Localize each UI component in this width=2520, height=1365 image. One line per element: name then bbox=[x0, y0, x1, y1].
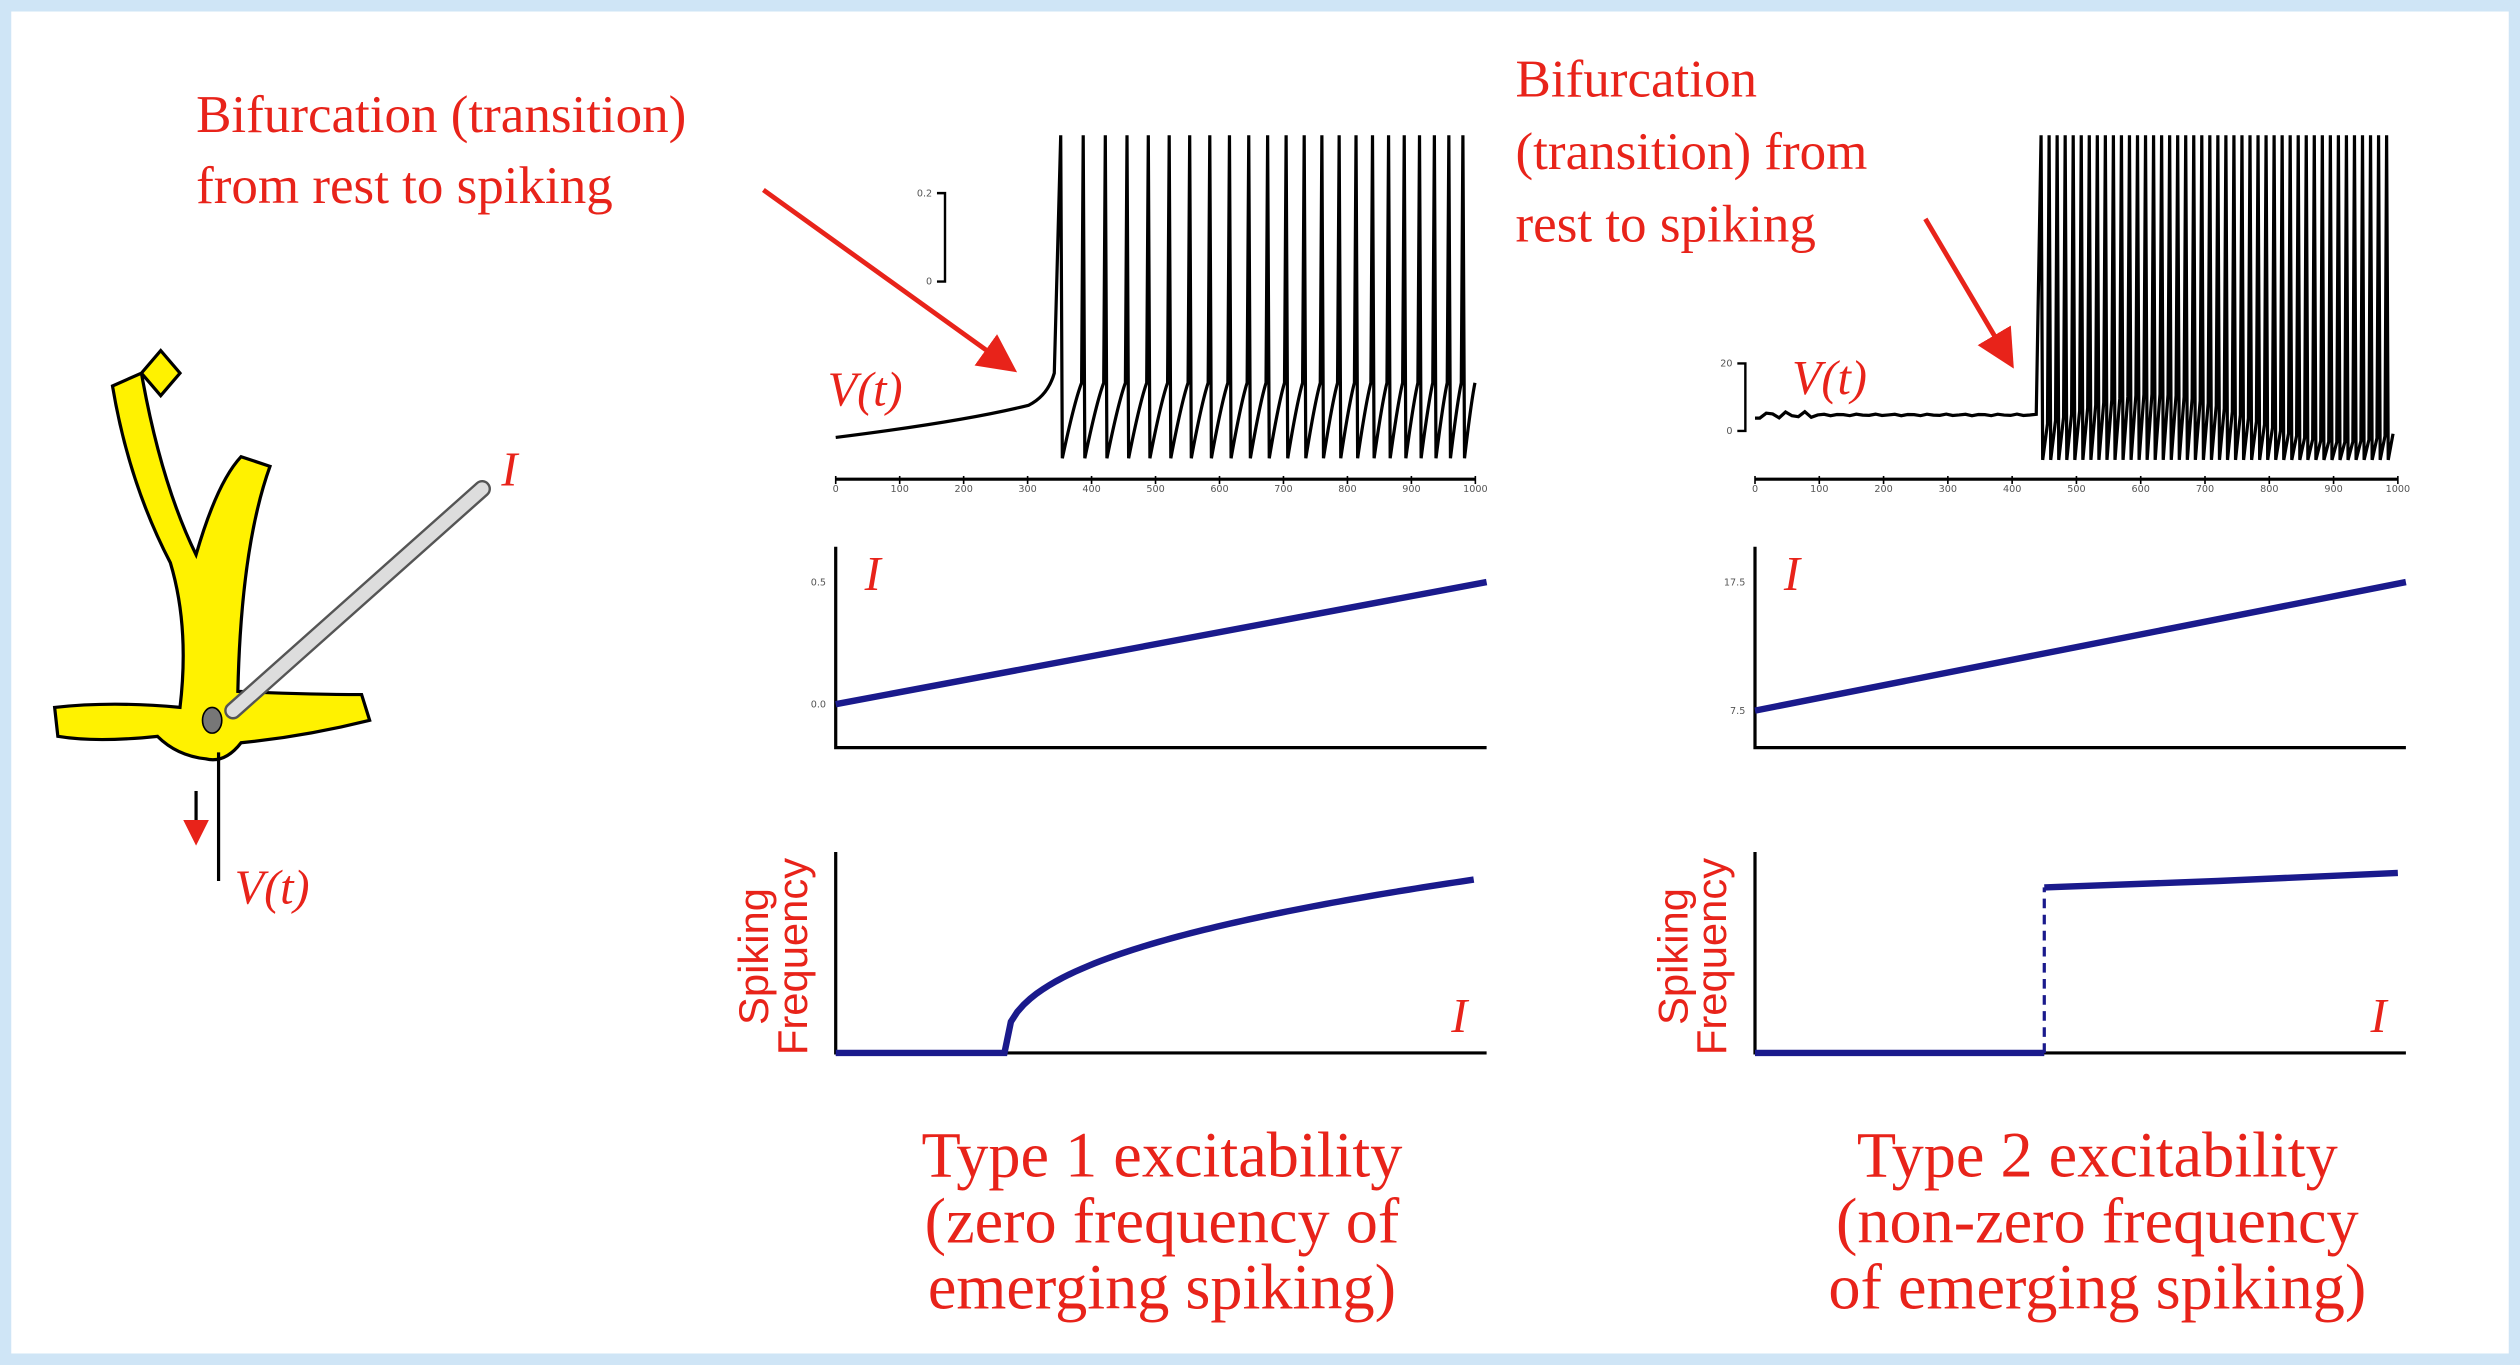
frequency-axis-label: Spiking bbox=[730, 888, 777, 1025]
current-axes bbox=[834, 546, 1487, 750]
current-tick-label: 17.5 bbox=[1724, 577, 1745, 588]
frequency-curve bbox=[2044, 869, 2399, 891]
time-tick-label: 1000 bbox=[1463, 484, 1488, 495]
time-tick-label: 300 bbox=[1939, 484, 1957, 495]
caption-line: Type 1 excitability bbox=[921, 1120, 1402, 1191]
annotation-line: from rest to spiking bbox=[196, 157, 613, 215]
annotation-line: Bifurcation (transition) bbox=[196, 86, 686, 144]
time-tick-label: 700 bbox=[2196, 484, 2214, 495]
time-tick-label: 800 bbox=[1338, 484, 1356, 495]
caption-line: (non-zero frequency bbox=[1836, 1186, 2359, 1257]
time-tick-label: 200 bbox=[954, 484, 972, 495]
voltage-trace bbox=[835, 135, 1477, 459]
time-tick-label: 600 bbox=[1210, 484, 1228, 495]
current-axes bbox=[1753, 546, 2406, 750]
current-label: I bbox=[1783, 548, 1802, 601]
neuron-body bbox=[52, 348, 372, 762]
scale-label: 0 bbox=[1726, 426, 1732, 437]
time-tick-label: 0 bbox=[1752, 484, 1758, 495]
annotation-arrow bbox=[1923, 217, 2014, 369]
scale-label: 0 bbox=[926, 277, 932, 288]
current-tick-label: 0.0 bbox=[811, 699, 826, 710]
time-tick-label: 600 bbox=[2132, 484, 2150, 495]
frequency-axis-label: Frequency bbox=[769, 858, 816, 1055]
time-tick-label: 100 bbox=[890, 484, 908, 495]
neuron-soma bbox=[201, 706, 223, 734]
scale-label: 0.2 bbox=[917, 188, 932, 199]
time-tick-label: 700 bbox=[1274, 484, 1292, 495]
annotation-arrow bbox=[761, 187, 1018, 373]
frequency-x-label: I bbox=[2370, 990, 2389, 1043]
scale-label: 20 bbox=[1720, 359, 1732, 370]
time-tick-label: 900 bbox=[2324, 484, 2342, 495]
time-tick-label: 100 bbox=[1810, 484, 1828, 495]
annotation-line: (transition) from bbox=[1516, 123, 1868, 181]
electrode-inner bbox=[226, 482, 489, 718]
voltage-label: V(t) bbox=[1792, 352, 1867, 405]
frequency-axis-label: Spiking bbox=[1650, 888, 1697, 1025]
time-tick-label: 800 bbox=[2260, 484, 2278, 495]
voltage-label: V(t) bbox=[828, 363, 903, 416]
current-tick-label: 0.5 bbox=[811, 577, 826, 588]
time-tick-label: 500 bbox=[1146, 484, 1164, 495]
time-tick-label: 300 bbox=[1018, 484, 1036, 495]
current-ramp bbox=[835, 578, 1488, 708]
current-ramp bbox=[1754, 578, 2407, 714]
slide-background bbox=[11, 11, 2509, 1354]
time-tick-label: 200 bbox=[1874, 484, 1892, 495]
annotation-line: rest to spiking bbox=[1516, 195, 1816, 253]
caption-line: of emerging spiking) bbox=[1828, 1251, 2366, 1322]
frequency-axis-label: Frequency bbox=[1688, 858, 1735, 1055]
time-tick-label: 400 bbox=[2003, 484, 2021, 495]
frequency-curve bbox=[835, 876, 1475, 1057]
neuron-current-label: I bbox=[500, 444, 519, 497]
caption-line: Type 2 excitability bbox=[1857, 1120, 2338, 1191]
current-tick-label: 7.5 bbox=[1730, 706, 1745, 717]
current-label: I bbox=[864, 548, 883, 601]
voltage-trace bbox=[1754, 135, 2395, 461]
time-tick-label: 900 bbox=[1402, 484, 1420, 495]
neuron-voltage-label: V(t) bbox=[235, 861, 310, 914]
scale-bar bbox=[936, 191, 947, 283]
caption-line: (zero frequency of bbox=[925, 1186, 1400, 1257]
time-tick-label: 500 bbox=[2067, 484, 2085, 495]
time-tick-label: 0 bbox=[833, 484, 839, 495]
annotation-line: Bifurcation bbox=[1516, 51, 1757, 109]
frequency-x-label: I bbox=[1450, 990, 1469, 1043]
caption-line: emerging spiking) bbox=[928, 1251, 1396, 1322]
time-tick-label: 1000 bbox=[2386, 484, 2411, 495]
time-tick-label: 400 bbox=[1082, 484, 1100, 495]
scale-bar bbox=[1737, 362, 1747, 433]
